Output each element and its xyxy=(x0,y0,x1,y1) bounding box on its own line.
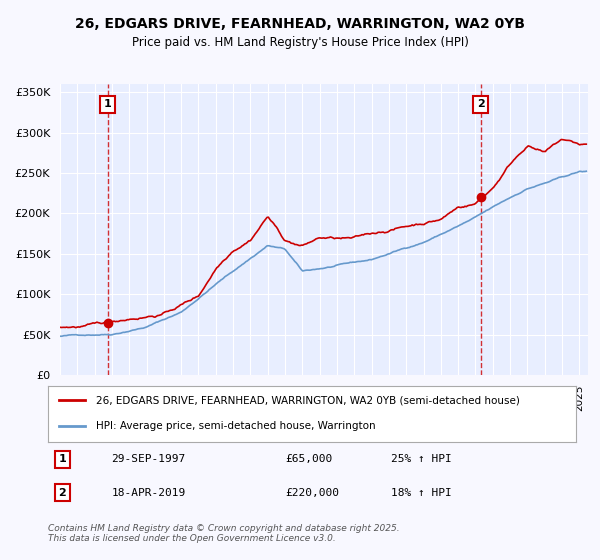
Text: 18-APR-2019: 18-APR-2019 xyxy=(112,488,185,498)
Text: HPI: Average price, semi-detached house, Warrington: HPI: Average price, semi-detached house,… xyxy=(95,421,375,431)
Text: 29-SEP-1997: 29-SEP-1997 xyxy=(112,454,185,464)
Text: 2: 2 xyxy=(477,99,485,109)
Text: 26, EDGARS DRIVE, FEARNHEAD, WARRINGTON, WA2 0YB (semi-detached house): 26, EDGARS DRIVE, FEARNHEAD, WARRINGTON,… xyxy=(95,395,520,405)
Text: 2: 2 xyxy=(59,488,67,498)
Text: 25% ↑ HPI: 25% ↑ HPI xyxy=(391,454,452,464)
Text: 26, EDGARS DRIVE, FEARNHEAD, WARRINGTON, WA2 0YB: 26, EDGARS DRIVE, FEARNHEAD, WARRINGTON,… xyxy=(75,17,525,31)
Text: 1: 1 xyxy=(59,454,67,464)
Text: Contains HM Land Registry data © Crown copyright and database right 2025.
This d: Contains HM Land Registry data © Crown c… xyxy=(48,524,400,543)
Text: £65,000: £65,000 xyxy=(286,454,333,464)
Text: 18% ↑ HPI: 18% ↑ HPI xyxy=(391,488,452,498)
Text: £220,000: £220,000 xyxy=(286,488,340,498)
Text: Price paid vs. HM Land Registry's House Price Index (HPI): Price paid vs. HM Land Registry's House … xyxy=(131,36,469,49)
Text: 1: 1 xyxy=(104,99,112,109)
